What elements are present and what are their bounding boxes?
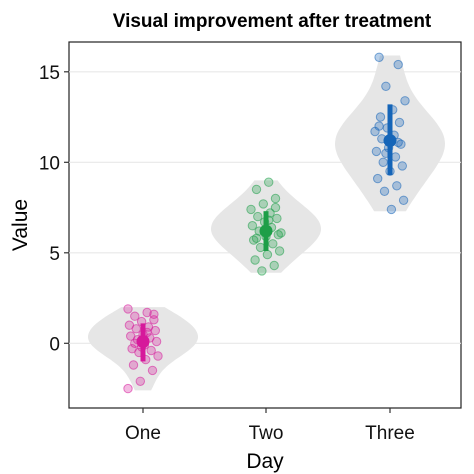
data-point-three xyxy=(378,157,388,168)
data-point-one xyxy=(149,315,159,325)
data-point-one xyxy=(151,336,162,347)
data-point-one xyxy=(123,304,133,314)
data-point-three xyxy=(397,161,407,171)
data-point-two xyxy=(270,193,281,204)
data-point-two xyxy=(269,260,279,271)
data-point-one xyxy=(135,376,146,386)
data-point-one xyxy=(130,311,140,321)
y-tick-label: 0 xyxy=(49,334,60,355)
data-point-three xyxy=(374,52,384,62)
x-tick-label: Two xyxy=(249,423,284,444)
y-axis-title: Value xyxy=(9,199,32,251)
data-point-three xyxy=(375,112,386,122)
mean-point-three xyxy=(383,134,397,148)
data-point-one xyxy=(147,365,158,376)
data-point-three xyxy=(398,195,409,206)
mean-point-two xyxy=(259,224,273,238)
data-point-one xyxy=(150,325,161,336)
data-point-two xyxy=(251,184,262,195)
data-point-three xyxy=(400,96,410,106)
data-point-two xyxy=(258,199,268,209)
x-axis-ticks: One Two Three xyxy=(125,408,415,444)
data-point-two xyxy=(270,202,281,213)
data-point-one xyxy=(131,324,141,334)
summary-bars xyxy=(136,104,397,362)
data-point-one xyxy=(146,345,156,356)
data-point-two xyxy=(257,266,267,276)
y-tick-label: 15 xyxy=(39,63,60,84)
data-point-one xyxy=(142,307,152,318)
data-point-three xyxy=(394,117,405,128)
chart-title: Visual improvement after treatment xyxy=(113,11,432,32)
data-point-three xyxy=(371,146,382,157)
data-point-three xyxy=(373,173,383,184)
x-tick-label: Three xyxy=(365,423,415,444)
data-point-two xyxy=(268,239,278,249)
data-point-two xyxy=(264,177,274,187)
mean-point-one xyxy=(136,334,150,348)
data-point-three xyxy=(374,121,384,131)
data-point-three xyxy=(392,181,402,191)
data-point-three xyxy=(379,186,390,197)
data-point-three xyxy=(386,204,397,215)
data-point-two xyxy=(276,228,286,238)
y-axis-ticks: 0 5 10 15 xyxy=(39,63,69,355)
x-tick-label: One xyxy=(125,423,161,444)
data-point-two xyxy=(247,221,258,231)
y-tick-label: 10 xyxy=(39,153,60,174)
data-point-two xyxy=(262,249,273,260)
data-point-two xyxy=(272,213,282,224)
y-tick-label: 5 xyxy=(49,244,60,265)
data-point-two xyxy=(255,242,266,253)
data-point-two xyxy=(251,233,262,244)
data-point-two xyxy=(246,204,256,215)
data-point-three xyxy=(381,81,391,92)
data-point-two xyxy=(253,211,263,222)
data-point-one xyxy=(128,360,139,370)
data-point-three xyxy=(393,59,403,70)
data-point-one xyxy=(153,351,163,361)
x-axis-title: Day xyxy=(246,450,284,473)
data-point-two xyxy=(274,246,285,256)
data-point-three xyxy=(390,152,401,162)
data-point-one xyxy=(123,383,133,394)
data-point-two xyxy=(250,255,260,265)
